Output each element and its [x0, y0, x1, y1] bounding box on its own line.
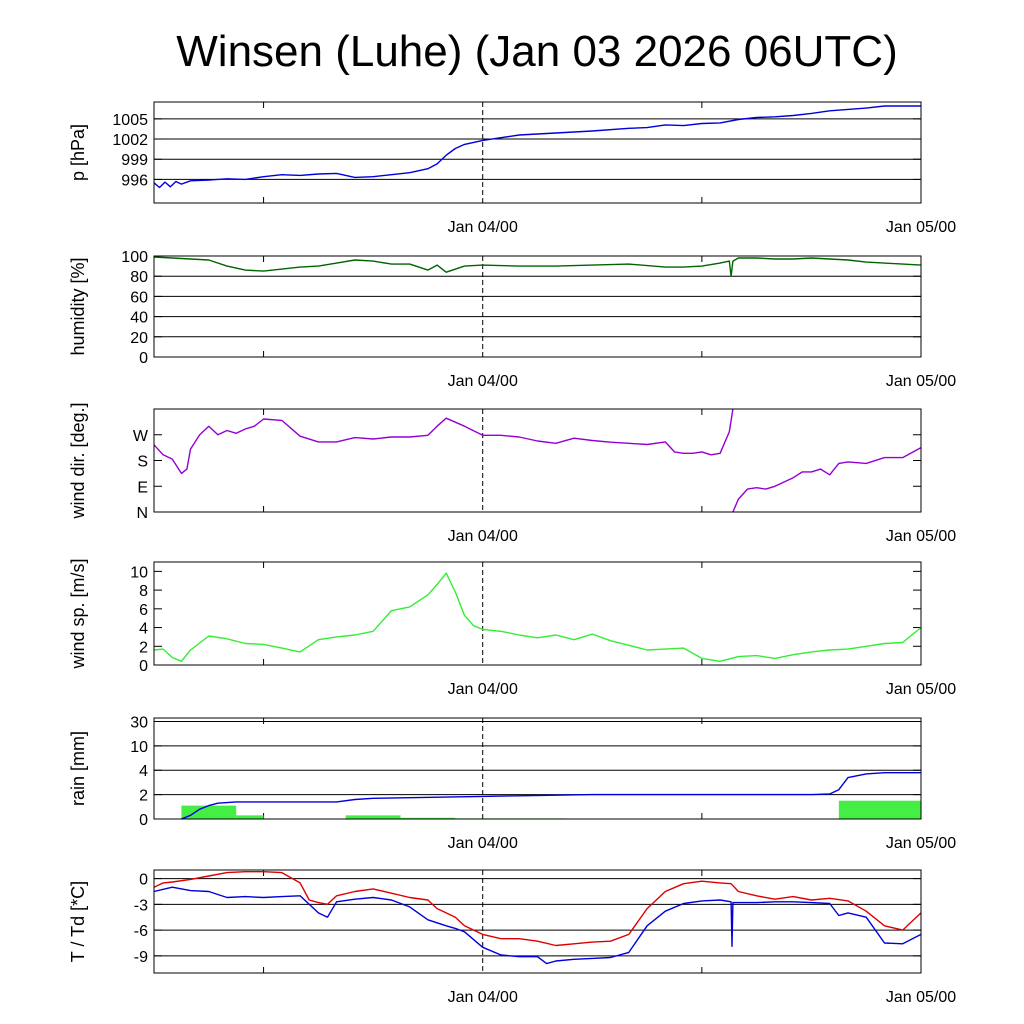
x-axis-date-label: Jan 04/00: [448, 373, 518, 390]
plot-frame: [153, 561, 922, 666]
y-tick-label: W: [133, 428, 149, 445]
y-tick-label: 4: [139, 621, 148, 638]
rain-bar: [400, 817, 456, 819]
series-line-temperature_dewpoint-T: [153, 871, 922, 947]
series-line-rain-cumulative: [181, 772, 921, 820]
y-tick-label: 4: [139, 763, 148, 780]
y-tick-label: 30: [130, 714, 148, 731]
y-axis-label: wind dir. [deg.]: [68, 402, 88, 519]
rain-bar: [181, 805, 237, 819]
series-line-wind_direction-dir: [153, 408, 734, 475]
rain-bar: [236, 815, 264, 819]
y-tick-label: 996: [121, 172, 148, 189]
x-axis-date-label: Jan 04/00: [448, 989, 518, 1006]
x-axis-date-label: Jan 05/00: [886, 989, 956, 1006]
y-tick-label: -9: [134, 949, 148, 966]
y-tick-label: 0: [139, 658, 148, 675]
panel-humidity: 0 20 40 60 80 100 humidity [%] Jan 04/00 Jan 05/…: [68, 249, 956, 390]
y-tick-label: 0: [139, 350, 148, 367]
series-line-humidity-rh: [153, 256, 922, 277]
y-axis-label: wind sp. [m/s]: [68, 558, 88, 669]
y-tick-label: 10: [130, 739, 148, 756]
panel-temperature_dewpoint: 0 -3 -6 -9 T / Td [*C] Jan 04/00 Jan 05/00: [68, 869, 956, 1006]
series-line-wind_direction-dir: [732, 446, 922, 513]
panel-wind_speed: 0 24 6 8 10 wind sp. [m/s] Jan 04/00 Jan 05/00: [68, 558, 956, 698]
series-line-pressure-p: [153, 105, 921, 189]
plot-frame: [153, 408, 922, 513]
y-tick-label: 10: [130, 564, 148, 581]
y-axis-label: T / Td [*C]: [68, 881, 88, 962]
rain-bar: [838, 800, 921, 819]
y-tick-label: S: [137, 454, 148, 471]
y-tick-label: 999: [121, 152, 148, 169]
y-tick-label: N: [136, 505, 148, 522]
plot-frame: [153, 255, 922, 358]
page-title: Winsen (Luhe) (Jan 03 2026 06UTC): [176, 27, 897, 76]
x-axis-date-label: Jan 04/00: [448, 528, 518, 545]
plot-frame: [153, 869, 922, 974]
x-axis-date-label: Jan 05/00: [886, 219, 956, 236]
rain-bar: [345, 815, 401, 819]
x-axis-date-label: Jan 04/00: [448, 219, 518, 236]
y-axis-label: rain [mm]: [68, 731, 88, 806]
y-tick-label: E: [137, 479, 148, 496]
y-tick-label: 100: [121, 249, 148, 266]
x-axis-date-label: Jan 05/00: [886, 528, 956, 545]
y-tick-label: 20: [130, 330, 148, 347]
plot-frame: [153, 717, 922, 820]
x-axis-date-label: Jan 04/00: [448, 681, 518, 698]
y-axis-label: humidity [%]: [68, 257, 88, 355]
x-axis-date-label: Jan 05/00: [886, 373, 956, 390]
y-tick-label: 40: [130, 310, 148, 327]
y-tick-label: 6: [139, 602, 148, 619]
series-line-temperature_dewpoint-Td: [153, 886, 922, 965]
panel-rain: 0 2 4 10 30 rain [mm] Jan 04/00 Jan 05/00: [68, 714, 956, 852]
plot-frame: [153, 101, 922, 204]
x-axis-date-label: Jan 04/00: [448, 835, 518, 852]
x-axis-date-label: Jan 05/00: [886, 681, 956, 698]
y-tick-label: 0: [139, 812, 148, 829]
y-tick-label: -3: [134, 897, 148, 914]
panel-pressure: 996 999 1002 1005 p [hPa] Jan 04/00 Jan 05/00: [68, 101, 956, 236]
y-tick-label: 2: [139, 788, 148, 805]
y-tick-label: 1002: [112, 132, 148, 149]
y-tick-label: 0: [139, 872, 148, 889]
y-tick-label: 1005: [112, 112, 148, 129]
y-tick-label: 60: [130, 289, 148, 306]
series-line-wind_speed-spd: [153, 572, 922, 662]
y-axis-label: p [hPa]: [68, 124, 88, 181]
y-tick-label: 8: [139, 583, 148, 600]
x-axis-date-label: Jan 05/00: [886, 835, 956, 852]
y-tick-label: -6: [134, 923, 148, 940]
y-tick-label: 2: [139, 639, 148, 656]
y-tick-label: 80: [130, 269, 148, 286]
